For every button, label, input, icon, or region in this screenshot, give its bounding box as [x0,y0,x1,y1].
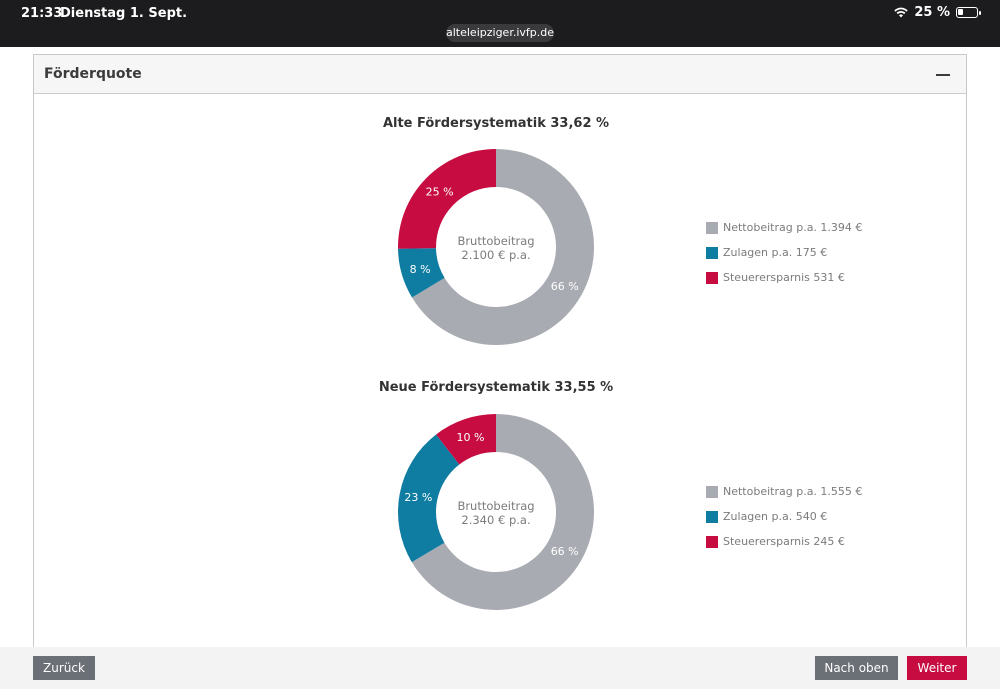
legend: Nettobeitrag p.a. 1.394 € Zulagen p.a. 1… [706,215,862,290]
legend-item[interactable]: Zulagen p.a. 175 € [706,240,862,265]
donut-slice[interactable] [398,248,445,298]
footer-nav: Zurück Nach oben Weiter [0,647,1000,689]
legend-swatch [706,271,718,284]
chart-title: Neue Fördersystematik 33,55 % [378,380,614,395]
foerderquote-panel: Förderquote Alte Fördersystematik 33,62 … [33,54,967,654]
legend-item[interactable]: Nettobeitrag p.a. 1.555 € [706,479,862,504]
legend-swatch [706,221,718,234]
center-label: Bruttobeitrag 2.100 € p.a. [436,234,556,262]
slice-percent-label: 66 % [551,280,579,293]
status-bar: 21:33 Dienstag 1. Sept. alteleipziger.iv… [0,0,1000,47]
legend-item[interactable]: Zulagen p.a. 540 € [706,504,862,529]
chart-title: Alte Fördersystematik 33,62 % [382,116,610,131]
legend-label: Steuerersparnis 531 € [723,271,845,284]
slice-percent-label: 10 % [457,431,485,444]
legend-item[interactable]: Steuerersparnis 245 € [706,529,862,554]
donut-slice[interactable] [436,414,496,465]
center-label-title: Bruttobeitrag [457,499,535,513]
panel-header[interactable]: Förderquote [34,55,966,94]
slice-percent-label: 23 % [404,491,432,504]
battery-icon [956,7,981,18]
status-indicators: 25 % [894,5,981,20]
donut-chart: 66 % 23 % 10 % [398,414,594,610]
legend-item[interactable]: Nettobeitrag p.a. 1.394 € [706,215,862,240]
donut-slice[interactable] [412,149,594,345]
donut-slice[interactable] [398,149,496,249]
legend-swatch [706,485,718,498]
battery-level [958,9,963,15]
donut-chart: 66 % 8 % 25 % [398,149,594,345]
legend: Nettobeitrag p.a. 1.555 € Zulagen p.a. 5… [706,479,862,554]
center-label-value: 2.340 € p.a. [461,513,531,527]
legend-swatch [706,510,718,523]
slice-percent-label: 8 % [410,263,431,276]
slice-percent-label: 25 % [426,186,454,199]
battery-percent: 25 % [914,5,950,20]
url-bar[interactable]: alteleipziger.ivfp.de [446,24,554,42]
back-button[interactable]: Zurück [33,656,95,680]
center-label-value: 2.100 € p.a. [461,248,531,262]
legend-swatch [706,535,718,548]
legend-label: Zulagen p.a. 175 € [723,246,828,259]
scroll-top-button[interactable]: Nach oben [815,656,898,680]
wifi-icon [894,7,909,18]
legend-label: Nettobeitrag p.a. 1.555 € [723,485,863,498]
slice-percent-label: 66 % [551,545,579,558]
center-label: Bruttobeitrag 2.340 € p.a. [436,499,556,527]
donut-slice[interactable] [411,414,594,610]
next-button[interactable]: Weiter [907,656,967,680]
legend-label: Steuerersparnis 245 € [723,535,845,548]
legend-label: Nettobeitrag p.a. 1.394 € [723,221,863,234]
center-label-title: Bruttobeitrag [457,234,535,248]
donut-slice[interactable] [398,434,460,563]
panel-title: Förderquote [44,66,142,82]
status-date: Dienstag 1. Sept. [60,6,188,21]
legend-label: Zulagen p.a. 540 € [723,510,828,523]
status-time: 21:33 [21,6,63,21]
legend-item[interactable]: Steuerersparnis 531 € [706,265,862,290]
collapse-icon[interactable] [936,74,950,76]
legend-swatch [706,246,718,259]
